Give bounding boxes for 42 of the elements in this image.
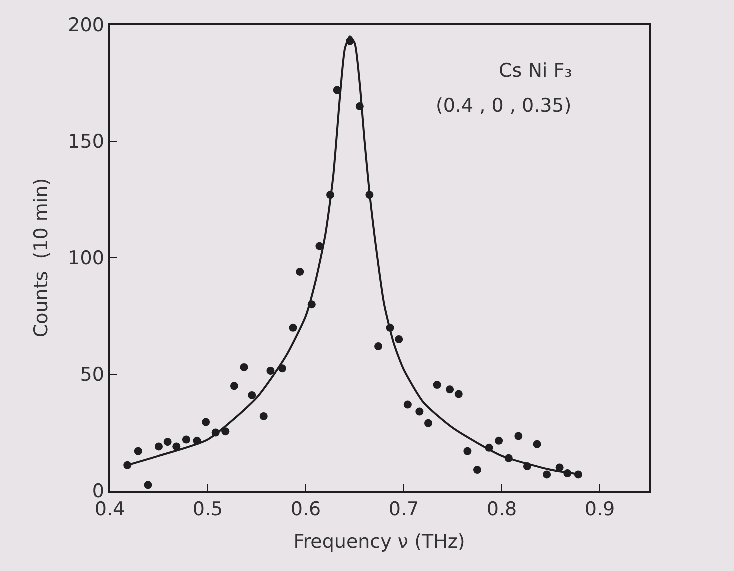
point bbox=[404, 400, 412, 409]
point bbox=[424, 419, 432, 428]
point bbox=[164, 438, 172, 446]
x-tick-label: 0.5 bbox=[192, 498, 224, 521]
point bbox=[222, 428, 230, 436]
point bbox=[296, 268, 304, 276]
x-tick-label: 0.6 bbox=[290, 498, 322, 521]
point bbox=[260, 412, 268, 420]
point bbox=[240, 364, 248, 372]
point bbox=[172, 442, 181, 451]
point bbox=[495, 436, 504, 445]
y-axis-title: Counts (10 min) bbox=[30, 178, 53, 338]
point bbox=[395, 336, 404, 344]
x-tick-label: 0.7 bbox=[388, 498, 420, 521]
point bbox=[433, 380, 442, 389]
point bbox=[144, 481, 152, 490]
y-tick-label: 200 bbox=[68, 14, 104, 37]
annotation: (0.4 , 0 , 0.35) bbox=[436, 95, 572, 117]
point bbox=[155, 442, 163, 451]
x-axis-title: Frequency ν (THz) bbox=[294, 530, 466, 553]
y-tick-label: 150 bbox=[68, 131, 104, 154]
y-tick-label: 100 bbox=[68, 248, 104, 270]
point bbox=[464, 447, 472, 456]
point bbox=[202, 418, 210, 426]
point bbox=[454, 390, 463, 398]
point bbox=[543, 470, 552, 479]
point bbox=[230, 382, 238, 390]
annotation: Cs Ni F₃ bbox=[499, 60, 572, 82]
point bbox=[248, 391, 256, 400]
y-tick-label: 50 bbox=[80, 364, 104, 386]
point bbox=[533, 440, 542, 448]
point bbox=[266, 367, 275, 376]
x-tick-label: 0.8 bbox=[486, 498, 518, 521]
point bbox=[289, 324, 298, 332]
point bbox=[374, 342, 383, 351]
point bbox=[416, 408, 424, 416]
point bbox=[474, 466, 482, 474]
point bbox=[514, 432, 523, 440]
x-tick-label: 0.9 bbox=[584, 498, 616, 521]
point bbox=[182, 436, 190, 444]
point bbox=[134, 447, 142, 456]
point bbox=[446, 386, 454, 394]
